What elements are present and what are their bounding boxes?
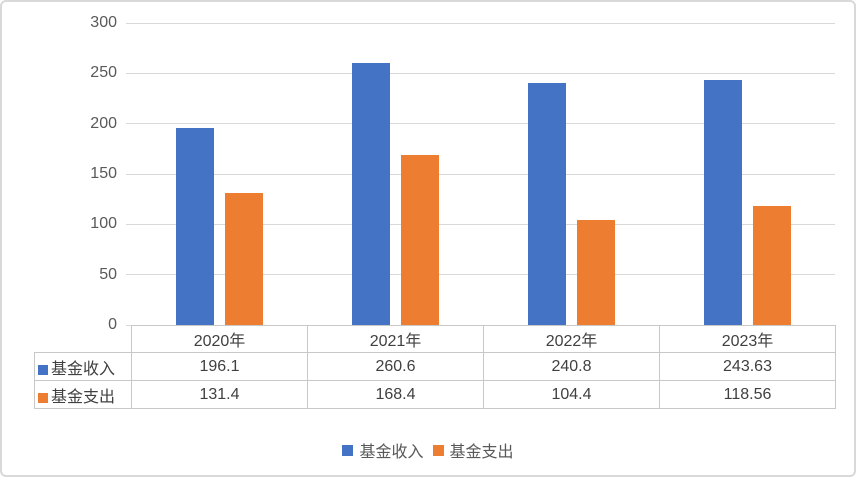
bar-income-cat1 — [351, 62, 390, 325]
income-swatch-icon — [38, 364, 48, 375]
gridline — [126, 72, 835, 74]
table-value-cell: 243.63 — [659, 352, 836, 381]
table-row-header-income: 基金收入 — [34, 352, 132, 381]
bar-expense-cat3 — [752, 205, 791, 325]
legend-item-expense: 基金支出 — [432, 438, 514, 462]
bar-expense-cat0 — [224, 192, 263, 325]
bar-expense-cat2 — [576, 219, 615, 325]
chart-legend: 基金收入 基金支出 — [2, 438, 854, 462]
table-value-cell: 118.56 — [659, 380, 836, 409]
table-value-cell: 131.4 — [131, 380, 308, 409]
y-axis-tick-label: 150 — [90, 165, 117, 182]
table-value-cell: 240.8 — [483, 352, 660, 381]
bar-income-cat3 — [703, 79, 742, 325]
income-swatch-icon — [342, 444, 354, 456]
y-axis-tick-label: 100 — [90, 215, 117, 233]
plot-area: 0 50 100 150 200 250 300 — [90, 14, 835, 333]
bar-expense-cat1 — [400, 155, 439, 325]
y-axis-tick-label: 250 — [90, 64, 117, 82]
table-category-header: 2022年 — [483, 325, 660, 353]
expense-swatch-icon — [38, 392, 48, 403]
y-axis-tick-label: 300 — [90, 14, 117, 31]
bar-income-cat0 — [175, 127, 214, 325]
table-category-header: 2020年 — [131, 325, 308, 353]
table-value-cell: 168.4 — [307, 380, 484, 409]
legend-item-income: 基金收入 — [342, 438, 424, 462]
expense-swatch-icon — [432, 444, 444, 456]
y-axis-tick-label: 200 — [90, 114, 117, 132]
table-row-header-expense: 基金支出 — [34, 380, 132, 409]
table-value-cell: 260.6 — [307, 352, 484, 381]
table-value-cell: 196.1 — [131, 352, 308, 381]
bar-income-cat2 — [527, 82, 566, 325]
y-axis-tick-label: 0 — [108, 316, 117, 333]
gridline — [126, 123, 835, 125]
gridline — [126, 274, 835, 276]
legend-label: 基金支出 — [449, 444, 514, 461]
series-name: 基金支出 — [51, 388, 116, 406]
gridline — [126, 22, 835, 24]
table-category-header: 2021年 — [307, 325, 484, 353]
gridline — [126, 223, 835, 225]
gridline — [126, 173, 835, 175]
y-axis-tick-label: 50 — [99, 265, 117, 283]
table-category-header: 2023年 — [659, 325, 836, 353]
data-table: 2020年 2021年 2022年 2023年基金收入 196.1 260.6 240.8 2… — [34, 325, 836, 409]
legend-label: 基金收入 — [359, 444, 424, 461]
table-corner-cell — [35, 326, 132, 353]
table-value-cell: 104.4 — [483, 380, 660, 409]
series-name: 基金收入 — [51, 360, 116, 378]
